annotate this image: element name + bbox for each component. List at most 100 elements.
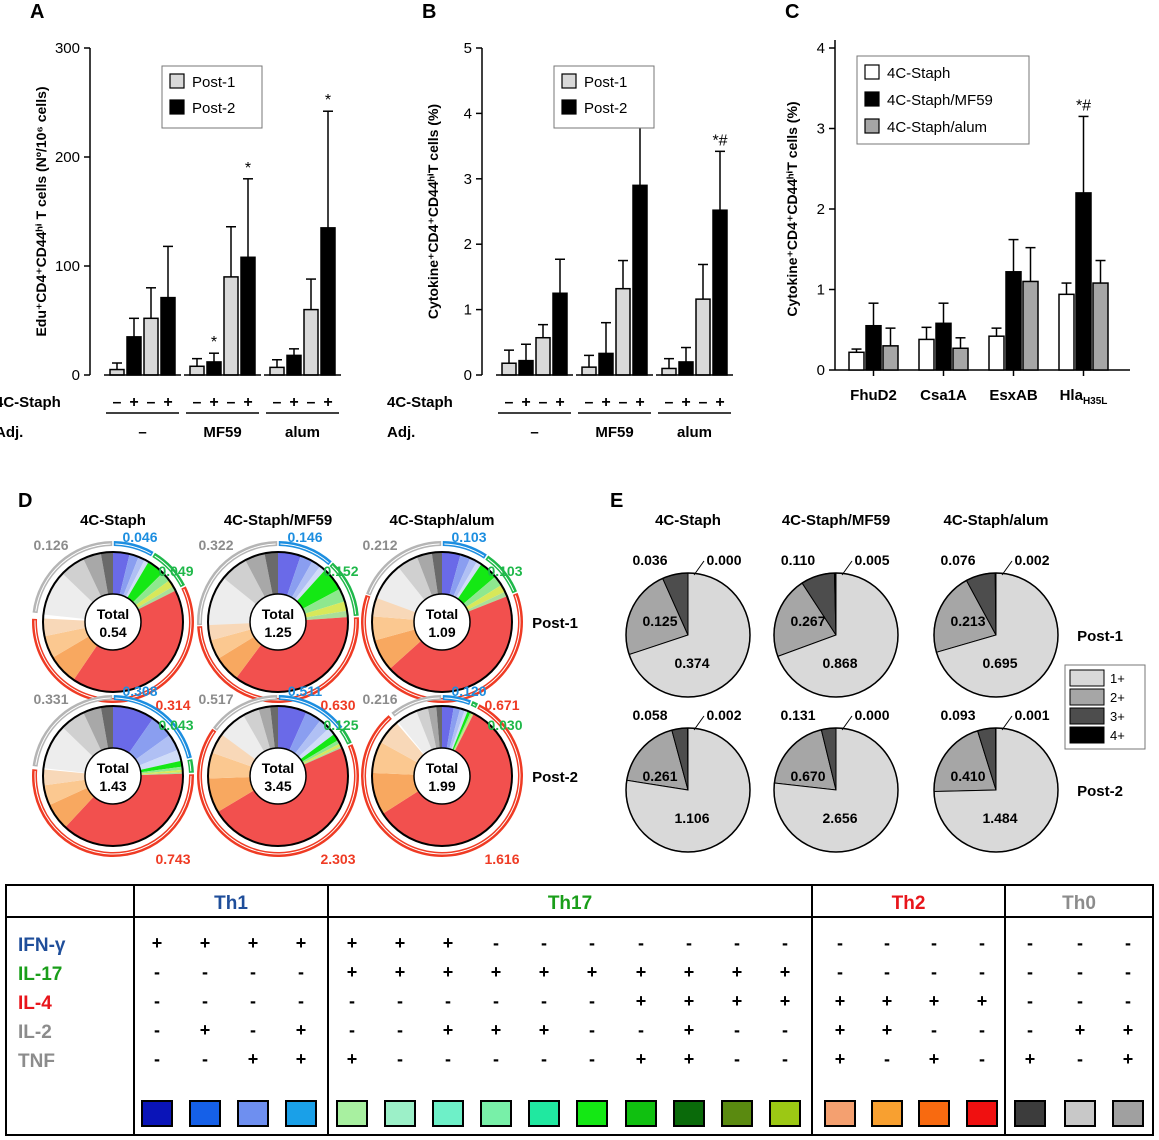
color-swatch	[824, 1100, 856, 1127]
leader-line	[841, 560, 853, 576]
y-tick-label: 0	[72, 367, 80, 384]
cell-sign: -	[1125, 991, 1131, 1011]
cell-sign: -	[349, 991, 355, 1011]
cell-sign: -	[1027, 962, 1033, 982]
bar	[661, 367, 677, 376]
color-swatch	[285, 1100, 317, 1127]
column-title: 4C-Staph	[80, 512, 146, 529]
bar	[882, 345, 899, 371]
cell-sign: -	[686, 933, 692, 953]
pie-outline	[371, 551, 513, 693]
cell-sign: +	[636, 1049, 647, 1069]
pie-outline	[371, 705, 513, 847]
color-swatch	[673, 1100, 705, 1127]
pie-slice	[42, 769, 113, 786]
subset-ring	[278, 541, 332, 566]
cell-sign: +	[929, 1049, 940, 1069]
cytokine-label: TNF	[18, 1051, 55, 1072]
cell-sign: -	[979, 933, 985, 953]
value-2plus: 0.213	[950, 613, 985, 629]
cell-sign: -	[154, 991, 160, 1011]
cell-sign: -	[1027, 991, 1033, 1011]
subset-ring	[152, 552, 186, 588]
subset-ring	[366, 541, 442, 596]
cell-sign: +	[780, 991, 791, 1011]
cell-sign: -	[1077, 962, 1083, 982]
cell-sign: +	[732, 991, 743, 1011]
cell-sign: +	[684, 991, 695, 1011]
legend-swatch	[864, 118, 880, 134]
cell-sign: -	[397, 991, 403, 1011]
th2-value: 0.671	[484, 697, 519, 713]
staph-sign: +	[289, 394, 298, 411]
th2-value: 0.630	[320, 697, 355, 713]
staph-sign: +	[635, 394, 644, 411]
cell-sign: -	[154, 962, 160, 982]
significance-mark: *	[245, 160, 251, 177]
bar	[678, 361, 694, 376]
cell-sign: +	[491, 1020, 502, 1040]
significance-mark: *	[211, 334, 217, 351]
bar	[1092, 282, 1109, 371]
row-title: Post-2	[532, 769, 578, 786]
th0-value: 0.126	[33, 537, 68, 553]
staph-sign: –	[273, 394, 282, 411]
y-axis-label: Cytokine⁺CD4⁺CD44ʰⁱT cells (%)	[425, 104, 441, 319]
value-3plus: 0.076	[940, 552, 975, 568]
pie-center	[84, 593, 142, 651]
cell-sign: +	[882, 1020, 893, 1040]
cell-sign: +	[684, 1049, 695, 1069]
staph-sign: +	[323, 394, 332, 411]
subset-ring	[113, 695, 192, 759]
legend-swatch	[1069, 669, 1105, 687]
cell-sign: -	[1077, 991, 1083, 1011]
group-label: –	[138, 424, 146, 441]
legend-box	[856, 55, 1030, 145]
th1-value: 0.146	[287, 529, 322, 545]
staph-sign: –	[147, 394, 156, 411]
cell-sign: -	[250, 962, 256, 982]
row-title: Post-1	[1077, 628, 1123, 645]
th17-value: 0.030	[487, 717, 522, 733]
color-swatch	[141, 1100, 173, 1127]
cell-sign: +	[443, 933, 454, 953]
leader-line	[693, 715, 705, 731]
value-2plus: 0.125	[642, 613, 677, 629]
cell-sign: -	[202, 1049, 208, 1069]
y-tick-label: 4	[817, 40, 825, 57]
cell-sign: -	[202, 962, 208, 982]
cytokine-label: IFN-γ	[18, 935, 66, 956]
leader-line	[693, 560, 705, 576]
cell-sign: +	[539, 1020, 550, 1040]
cell-sign: +	[636, 962, 647, 982]
significance-mark: *#	[712, 132, 727, 149]
th1-value: 0.308	[122, 683, 157, 699]
column-title: 4C-Staph/MF59	[782, 512, 890, 529]
cell-sign: +	[347, 962, 358, 982]
cell-sign: -	[1125, 962, 1131, 982]
cell-sign: +	[835, 1020, 846, 1040]
y-tick-label: 0	[464, 367, 472, 384]
legend-swatch	[864, 64, 880, 80]
cell-sign: +	[395, 933, 406, 953]
bar	[320, 227, 336, 376]
color-swatch	[918, 1100, 950, 1127]
staph-sign: +	[715, 394, 724, 411]
th17-value: 0.125	[323, 717, 358, 733]
bar	[632, 184, 648, 376]
cell-sign: -	[154, 1049, 160, 1069]
bar	[303, 308, 319, 376]
legend-label: 1+	[1110, 671, 1125, 686]
color-swatch	[769, 1100, 801, 1127]
legend-label: Post-2	[584, 100, 627, 117]
total-value: 1.25	[264, 624, 291, 640]
value-1plus: 1.484	[982, 810, 1017, 826]
color-swatch	[237, 1100, 269, 1127]
bar	[286, 354, 302, 376]
legend-box	[161, 65, 263, 129]
value-2plus: 0.267	[790, 613, 825, 629]
cell-sign: +	[1123, 1049, 1134, 1069]
cell-sign: -	[734, 1049, 740, 1069]
total-value: 0.54	[99, 624, 126, 640]
cell-sign: +	[835, 991, 846, 1011]
